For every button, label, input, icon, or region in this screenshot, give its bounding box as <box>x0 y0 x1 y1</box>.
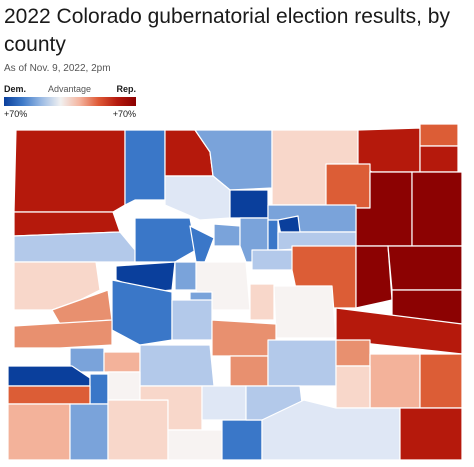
county-gunnison[interactable] <box>111 279 173 346</box>
county-chaffee[interactable] <box>171 299 213 341</box>
county-archuleta[interactable] <box>107 399 169 461</box>
chart-title: 2022 Colorado gubernatorial election res… <box>4 5 450 56</box>
county-el-paso[interactable] <box>249 283 275 321</box>
legend-middle-label: Advantage <box>48 84 92 94</box>
county-delta[interactable] <box>51 289 113 325</box>
legend-color-ramp <box>4 97 136 106</box>
county-montrose[interactable] <box>13 319 113 349</box>
county-la-plata[interactable] <box>69 403 109 461</box>
county-custer[interactable] <box>229 355 269 387</box>
county-lincoln[interactable] <box>273 285 337 339</box>
county-fremont[interactable] <box>211 319 277 357</box>
county-crowley[interactable] <box>335 339 371 367</box>
legend-labels: Dem. Advantage Rep. <box>4 84 136 96</box>
county-conejos[interactable] <box>167 429 223 461</box>
county-garfield[interactable] <box>13 231 136 263</box>
county-prowers[interactable] <box>419 353 463 409</box>
county-sedgwick[interactable] <box>419 123 459 147</box>
county-denver[interactable] <box>267 219 279 251</box>
county-pueblo[interactable] <box>267 339 337 387</box>
county-yuma[interactable] <box>411 171 463 247</box>
county-grand[interactable] <box>164 175 231 221</box>
county-alamosa[interactable] <box>201 385 247 421</box>
county-morgan[interactable] <box>325 163 371 209</box>
county-saguache[interactable] <box>139 344 215 387</box>
county-hinsdale[interactable] <box>103 351 141 373</box>
county-summit[interactable] <box>189 225 215 263</box>
county-mineral[interactable] <box>107 371 141 401</box>
county-boulder[interactable] <box>229 189 269 219</box>
county-montezuma[interactable] <box>7 403 71 461</box>
county-baca[interactable] <box>399 407 463 461</box>
county-routt[interactable] <box>124 129 166 206</box>
legend-right-tick: +70% <box>112 109 136 119</box>
chart-subtitle: As of Nov. 9, 2022, 2pm <box>4 63 111 74</box>
county-phillips[interactable] <box>419 145 459 173</box>
county-cheyenne-north[interactable] <box>387 245 463 291</box>
legend-rep-label: Rep. <box>116 84 136 94</box>
county-eagle[interactable] <box>134 217 197 263</box>
legend-left-tick: +70% <box>4 109 28 119</box>
county-otero[interactable] <box>335 365 371 409</box>
legend-dem-label: Dem. <box>4 84 27 94</box>
county-dolores[interactable] <box>7 385 91 405</box>
county-kit-carson[interactable] <box>355 245 393 309</box>
county-san-juan[interactable] <box>89 373 109 405</box>
county-moffat[interactable] <box>13 129 126 213</box>
county-bent[interactable] <box>369 353 421 409</box>
county-clear-creek[interactable] <box>213 223 241 247</box>
county-costilla[interactable] <box>221 419 263 461</box>
